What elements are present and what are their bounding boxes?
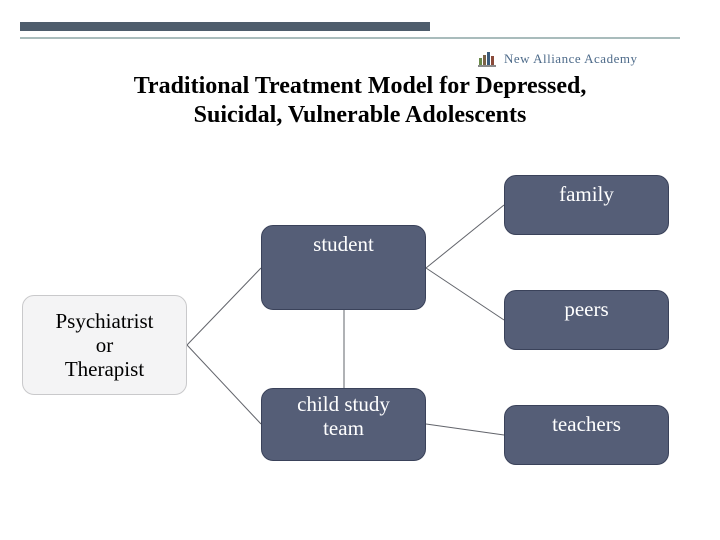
logo-text: New Alliance Academy xyxy=(504,51,637,67)
title-line-2: Suicidal, Vulnerable Adolescents xyxy=(194,102,527,128)
node-family: family xyxy=(504,175,669,235)
node-label: child study team xyxy=(297,392,390,440)
node-label: family xyxy=(559,182,614,206)
header-rule-thick xyxy=(20,22,430,31)
slide-title: Traditional Treatment Model for Depresse… xyxy=(40,72,680,130)
node-label: teachers xyxy=(552,412,621,436)
title-line-1: Traditional Treatment Model for Depresse… xyxy=(134,73,587,99)
node-label: Psychiatrist or Therapist xyxy=(56,309,154,381)
node-psychiatrist: Psychiatrist or Therapist xyxy=(22,295,187,395)
node-student: student xyxy=(261,225,426,310)
header-rule-thin xyxy=(20,37,680,39)
node-teachers: teachers xyxy=(504,405,669,465)
node-label: student xyxy=(313,232,374,256)
logo-icon xyxy=(478,50,496,68)
node-child-study-team: child study team xyxy=(261,388,426,461)
node-label: peers xyxy=(564,297,608,321)
node-peers: peers xyxy=(504,290,669,350)
logo: New Alliance Academy xyxy=(478,50,637,68)
